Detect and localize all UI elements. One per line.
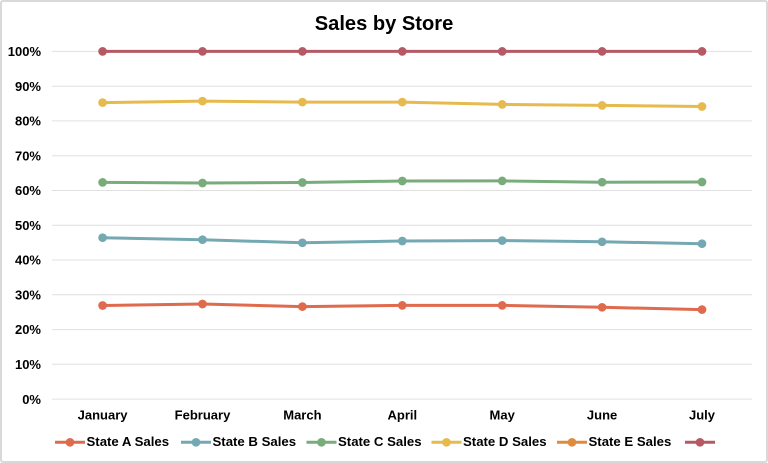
- svg-text:State D Sales: State D Sales: [463, 434, 547, 449]
- svg-text:70%: 70%: [15, 148, 41, 163]
- svg-text:State B Sales: State B Sales: [213, 434, 297, 449]
- svg-text:100%: 100%: [8, 44, 42, 59]
- svg-text:60%: 60%: [15, 183, 41, 198]
- svg-text:30%: 30%: [15, 287, 41, 302]
- svg-text:State C Sales: State C Sales: [338, 434, 422, 449]
- svg-text:State A Sales: State A Sales: [87, 434, 170, 449]
- svg-text:March: March: [283, 408, 321, 423]
- svg-text:June: June: [587, 408, 617, 423]
- svg-text:July: July: [689, 408, 716, 423]
- svg-text:90%: 90%: [15, 79, 41, 94]
- svg-text:10%: 10%: [15, 357, 41, 372]
- svg-text:Sales by Store: Sales by Store: [315, 13, 454, 35]
- svg-text:40%: 40%: [15, 253, 41, 268]
- svg-text:May: May: [490, 408, 516, 423]
- svg-text:20%: 20%: [15, 322, 41, 337]
- svg-text:State E Sales: State E Sales: [589, 434, 672, 449]
- svg-text:0%: 0%: [22, 392, 41, 407]
- svg-text:January: January: [78, 408, 129, 423]
- svg-text:February: February: [175, 408, 231, 423]
- svg-text:April: April: [387, 408, 417, 423]
- svg-text:80%: 80%: [15, 114, 41, 129]
- svg-text:50%: 50%: [15, 218, 41, 233]
